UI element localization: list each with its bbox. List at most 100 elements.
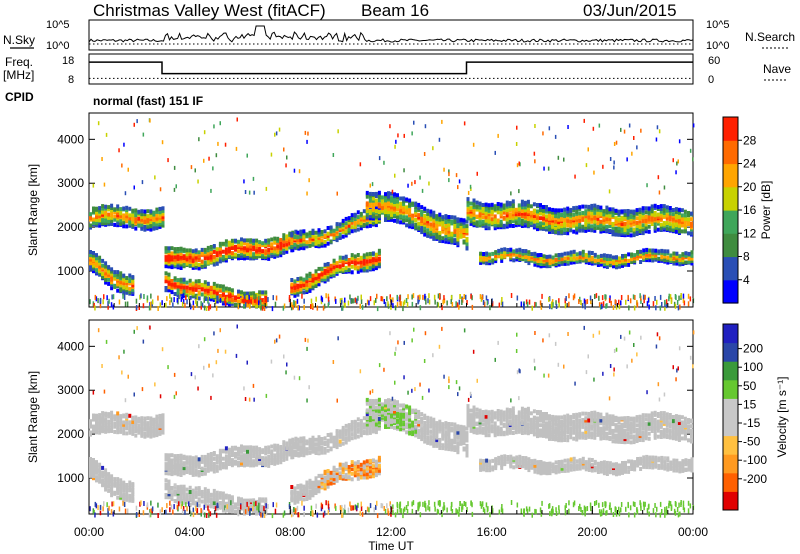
power-cell [438,236,442,241]
power-cell [632,227,636,232]
power-noise-cell [107,304,109,310]
velocity-ytick-label: 1000 [57,471,84,485]
power-cell [285,246,289,251]
velocity-cell [296,484,300,488]
velocity-cell [365,461,369,466]
velocity-cell [305,439,309,444]
power-cell [639,252,643,257]
velocity-cell [359,467,363,472]
power-cell [393,212,396,217]
velocity-cell [155,420,159,425]
power-cell [258,254,262,259]
power-cell [611,226,615,231]
power-cell [526,217,530,222]
power-cell [200,247,204,252]
power-cell [218,241,222,246]
power-cell [674,207,678,212]
power-cell [170,290,174,295]
power-cell [252,238,256,243]
freq-tick-left-top: 18 [62,55,74,67]
power-cell [423,209,427,214]
power-sparse-cell [175,184,177,189]
power-cell [197,258,201,262]
power-noise-cell [376,293,378,299]
power-cell [95,210,98,215]
velocity-cell [200,471,204,476]
velocity-cell [270,444,274,449]
power-cell [243,253,246,258]
power-cell [529,213,533,218]
power-cell [435,214,439,219]
velocity-cell [326,481,330,486]
power-cell [125,218,129,223]
power-cell [293,281,297,286]
power-cell [399,196,403,201]
power-cell [362,267,366,272]
velocity-cell [308,443,312,448]
power-cell [438,217,442,222]
power-cell [149,217,153,222]
power-cell [602,256,606,261]
power-cell [608,209,612,214]
velocity-cell [179,484,183,489]
power-cell [246,303,249,308]
power-sparse-cell [378,156,381,161]
velocity-cell [110,422,114,427]
velocity-cell [164,462,168,467]
velocity-cell [362,465,366,470]
power-noise-cell [539,300,542,306]
power-noise-cell [639,293,641,299]
velocity-cell [125,425,129,430]
power-cell [432,218,436,223]
velocity-cell [399,427,403,432]
power-cell [273,249,277,254]
power-cell [317,282,321,287]
velocity-cell [390,398,393,403]
power-sparse-cell [494,150,496,155]
velocity-cell [341,470,345,475]
velocity-cell [167,471,171,476]
power-cell [472,203,476,208]
power-cell [107,215,111,220]
power-cell [532,223,536,228]
power-cell [218,252,222,257]
power-cell [668,227,672,232]
power-cell [532,208,536,213]
power-cell [533,256,537,261]
velocity-cell [218,495,222,500]
velocity-cell [140,419,144,424]
velocity-cell [323,481,327,486]
velocity-cell [267,454,271,459]
velocity-cell [209,464,213,469]
power-cell [368,197,372,202]
power-cell [299,238,303,243]
power-cell [683,229,687,234]
power-cell [500,258,504,263]
power-cell [282,250,286,255]
power-noise-cell [434,299,436,305]
power-sparse-cell [448,169,450,174]
power-noise-cell [219,297,222,303]
velocity-cell [353,467,357,472]
power-cell [249,250,253,255]
power-cell [518,257,522,262]
power-noise-cell [598,295,600,301]
power-cell [270,248,274,253]
power-cell [227,297,231,302]
freq-unit-label: [MHz] [3,68,34,82]
power-cell [423,214,427,218]
power-cell [408,217,412,222]
power-noise-cell [659,294,662,300]
velocity-cell [246,506,249,511]
power-cell [482,252,486,256]
power-cell [335,232,339,237]
power-cell [152,225,156,230]
power-cell [191,249,195,254]
power-cell [420,225,424,230]
power-cell [677,229,681,234]
power-cell [125,214,129,219]
velocity-cell [155,414,159,419]
velocity-cell [288,448,292,453]
velocity-cell [218,457,222,462]
power-cell [107,269,111,274]
